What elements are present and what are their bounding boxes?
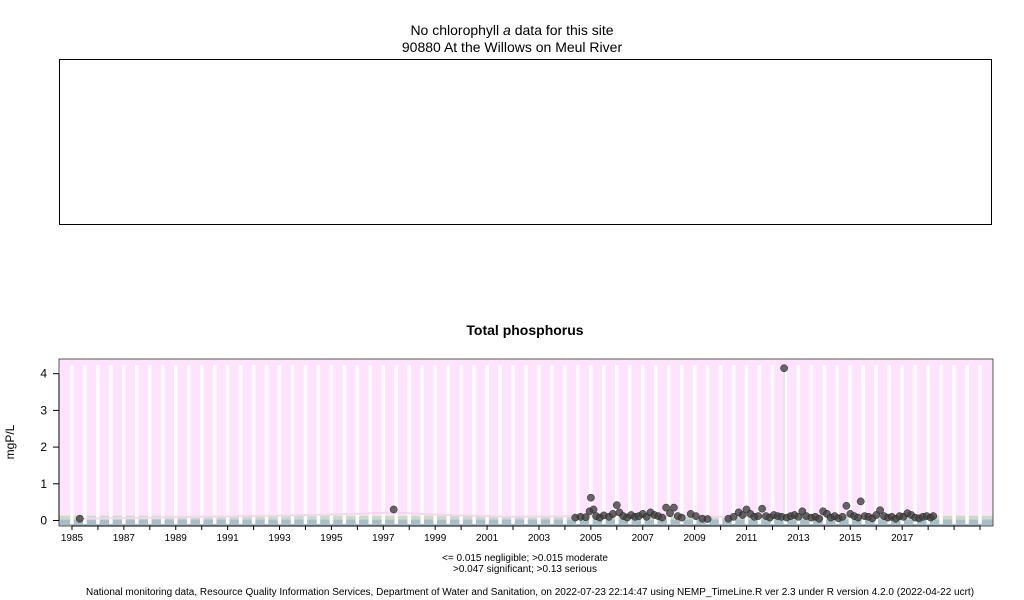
chlorophyll-empty-panel: [59, 59, 992, 225]
data-point: [692, 512, 700, 520]
data-point: [780, 364, 788, 373]
x-axis: 1985 1987 1989 1991 1993 1995 1997 1999 2001 2003…: [61, 525, 981, 544]
data-point: [612, 501, 621, 509]
x-tick-label: 2017: [891, 533, 914, 544]
data-point: [738, 511, 747, 519]
notice-post: data for this site: [510, 22, 614, 38]
x-tick-label: 2015: [839, 533, 862, 544]
x-tick-label: 1987: [113, 533, 136, 544]
data-point: [703, 515, 712, 523]
y-tick-label: 3: [40, 403, 47, 417]
data-points: [75, 364, 938, 523]
data-point: [389, 505, 398, 514]
data-point: [838, 512, 847, 521]
data-point: [662, 503, 670, 512]
y-tick-label: 0: [40, 513, 47, 527]
notice-pre: No chlorophyll: [410, 22, 504, 38]
y-tick-label: 4: [40, 367, 47, 381]
y-axis: 0 1 2 3 4: [40, 367, 60, 527]
x-tick-label: 1999: [424, 533, 447, 544]
y-tick-label: 2: [40, 440, 47, 454]
data-point: [581, 513, 590, 522]
gridlines: [70, 365, 982, 524]
data-point: [815, 514, 824, 523]
x-tick-label: 1995: [320, 533, 343, 544]
data-point: [75, 514, 84, 523]
data-point: [754, 512, 763, 520]
data-point: [758, 504, 766, 513]
x-tick-label: 2005: [580, 533, 603, 544]
data-point: [929, 512, 938, 520]
data-point: [658, 513, 667, 522]
data-point: [589, 505, 598, 514]
notice-italic: a: [503, 22, 511, 38]
x-tick-label: 2007: [632, 533, 655, 544]
data-point: [854, 513, 862, 522]
data-point: [587, 493, 595, 502]
x-tick-label: 1985: [61, 533, 84, 544]
x-tick-label: 1993: [268, 533, 291, 544]
x-tick-label: 1989: [165, 533, 188, 544]
x-tick-label: 2011: [736, 533, 758, 544]
data-point: [729, 512, 738, 521]
data-point: [670, 503, 678, 512]
chlorophyll-notice: No chlorophyll a data for this site: [0, 22, 1024, 38]
x-tick-label: 2009: [684, 533, 707, 544]
data-point: [794, 512, 803, 521]
chart-title: Total phosphorus: [466, 322, 584, 338]
y-axis-label: mgP/L: [3, 424, 17, 459]
data-point: [842, 501, 851, 510]
x-tick-label: 2001: [476, 533, 499, 544]
threshold-note-2: >0.047 significant; >0.13 serious: [453, 564, 597, 575]
y-tick-label: 1: [40, 477, 47, 491]
data-point: [609, 510, 617, 518]
data-point: [876, 506, 884, 515]
data-point: [856, 497, 865, 506]
threshold-note-1: <= 0.015 negligible; >0.015 moderate: [442, 553, 608, 564]
site-title: 90880 At the Willows on Meul River: [401, 39, 623, 55]
x-tick-label: 1997: [372, 533, 395, 544]
x-tick-label: 2013: [787, 533, 810, 544]
data-point: [677, 513, 686, 522]
x-tick-label: 2003: [528, 533, 551, 544]
data-point: [666, 509, 674, 518]
footer-credit: National monitoring data, Resource Quali…: [85, 587, 975, 598]
x-tick-label: 1991: [217, 533, 240, 544]
